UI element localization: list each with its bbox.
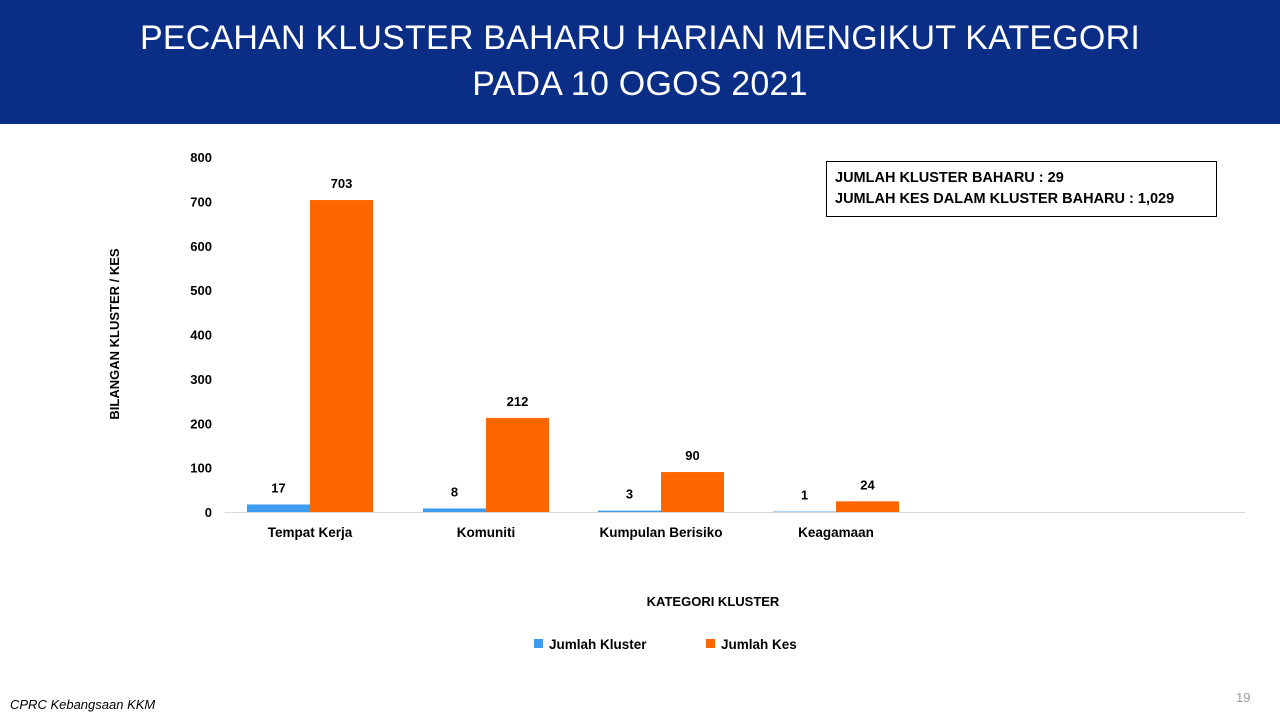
y-tick-label: 300	[190, 372, 212, 387]
title-line-1: PECAHAN KLUSTER BAHARU HARIAN MENGIKUT K…	[140, 19, 1140, 57]
data-label: 24	[860, 477, 875, 492]
y-tick-label: 800	[190, 150, 212, 165]
source-credit: CPRC Kebangsaan KKM	[10, 697, 156, 712]
x-axis-title: KATEGORI KLUSTER	[647, 594, 780, 609]
title-banner: PECAHAN KLUSTER BAHARU HARIAN MENGIKUT K…	[0, 0, 1280, 124]
summary-total-cases: JUMLAH KES DALAM KLUSTER BAHARU : 1,029	[835, 191, 1175, 207]
data-label: 8	[451, 484, 458, 499]
data-label: 90	[685, 448, 699, 463]
summary-total-clusters: JUMLAH KLUSTER BAHARU : 29	[835, 170, 1064, 186]
bar-jumlah-kluster	[773, 511, 836, 513]
summary-box: JUMLAH KLUSTER BAHARU : 29 JUMLAH KES DA…	[826, 161, 1217, 217]
legend-swatch	[534, 639, 543, 648]
y-tick-label: 200	[190, 416, 212, 431]
x-tick-label: Kumpulan Berisiko	[599, 525, 722, 540]
legend-label: Jumlah Kluster	[549, 637, 647, 652]
bar-jumlah-kluster	[247, 504, 310, 512]
legend-label: Jumlah Kes	[721, 637, 797, 652]
y-tick-label: 600	[190, 239, 212, 254]
x-tick-label: Keagamaan	[798, 525, 874, 540]
page-number: 19	[1236, 690, 1251, 705]
bar-jumlah-kluster	[598, 510, 661, 512]
x-tick-label: Tempat Kerja	[268, 525, 353, 540]
y-tick-label: 500	[190, 283, 212, 298]
bar-jumlah-kluster	[423, 508, 486, 512]
y-tick-label: 400	[190, 328, 212, 343]
bar-chart: 0 100 200 300 400 500 600 700 800 17 703 Tempat Ker…	[107, 150, 1245, 652]
data-label: 1	[801, 488, 808, 503]
data-label: 17	[271, 480, 285, 495]
bar-jumlah-kes	[310, 200, 373, 512]
data-label: 212	[507, 394, 529, 409]
y-tick-label: 0	[205, 505, 212, 520]
y-tick-label: 700	[190, 194, 212, 209]
bar-jumlah-kes	[486, 417, 549, 512]
x-tick-label: Komuniti	[457, 525, 516, 540]
title-line-2: PADA 10 OGOS 2021	[472, 65, 808, 103]
legend-swatch	[706, 639, 715, 648]
bar-jumlah-kes	[836, 501, 899, 512]
y-tick-label: 100	[190, 461, 212, 476]
y-axis-title: BILANGAN KLUSTER / KES	[107, 248, 122, 420]
data-label: 3	[626, 487, 633, 502]
data-label: 703	[331, 176, 353, 191]
bar-jumlah-kes	[661, 472, 724, 512]
